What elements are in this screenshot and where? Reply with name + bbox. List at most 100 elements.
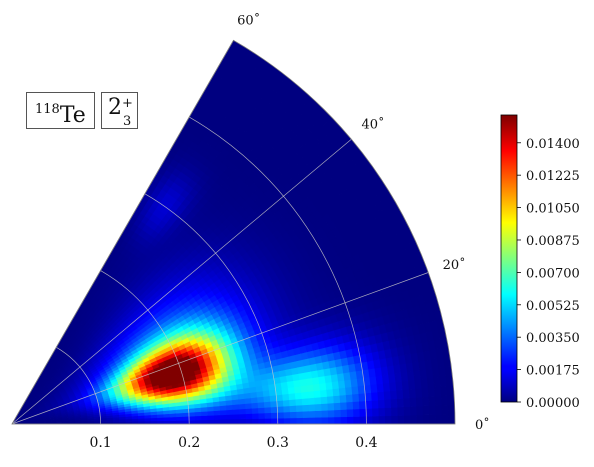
heat-cell bbox=[315, 416, 323, 425]
radial-tick-label: 0.3 bbox=[267, 435, 289, 451]
colorbar bbox=[500, 114, 518, 403]
heat-cell bbox=[289, 411, 298, 419]
heat-cell bbox=[357, 385, 366, 394]
colorbar-tick-label: 0.01225 bbox=[526, 169, 580, 184]
heat-cell bbox=[352, 400, 361, 410]
heat-cell bbox=[321, 409, 329, 418]
heat-cell bbox=[433, 376, 442, 388]
heat-cell bbox=[377, 391, 385, 401]
heat-cell bbox=[214, 414, 222, 420]
heat-cell bbox=[334, 416, 342, 425]
heat-cell bbox=[340, 401, 348, 410]
heat-cell bbox=[288, 392, 297, 401]
heat-cell bbox=[301, 397, 310, 406]
heat-cell bbox=[277, 411, 285, 419]
heat-cell bbox=[281, 387, 290, 395]
heat-cell bbox=[337, 379, 346, 389]
state-base: 2 bbox=[108, 95, 122, 120]
heat-cell bbox=[319, 382, 327, 391]
heat-cell bbox=[258, 418, 266, 425]
heat-cell bbox=[339, 394, 348, 403]
heat-cell bbox=[214, 419, 222, 425]
heat-cell bbox=[309, 417, 317, 425]
heat-cell bbox=[314, 403, 323, 412]
heat-cell bbox=[372, 407, 380, 417]
heat-cell bbox=[182, 419, 190, 425]
radial-tick-label: 0.4 bbox=[355, 435, 377, 451]
heat-cell bbox=[275, 394, 284, 402]
heat-cell bbox=[402, 388, 411, 399]
heat-cell bbox=[344, 379, 353, 388]
heat-cell bbox=[391, 406, 399, 417]
heat-cell bbox=[232, 408, 240, 415]
heat-cell bbox=[245, 407, 253, 415]
colorbar-tick-label: 0.00350 bbox=[526, 331, 580, 346]
heat-cell bbox=[238, 403, 246, 410]
heat-cell bbox=[429, 414, 437, 425]
heat-cell bbox=[340, 409, 348, 418]
angular-tick-label: 40˚ bbox=[361, 117, 384, 133]
nucleus-symbol: Te bbox=[59, 103, 86, 128]
heat-cell bbox=[390, 398, 398, 408]
heat-cell bbox=[320, 396, 329, 405]
heat-cell bbox=[302, 404, 310, 412]
heat-cell bbox=[232, 403, 240, 410]
heat-cell bbox=[195, 415, 203, 421]
heat-cell bbox=[415, 387, 423, 398]
heat-cell bbox=[283, 417, 291, 425]
heat-cell bbox=[358, 392, 366, 402]
state-subscript: 3 bbox=[123, 114, 132, 129]
heat-cell bbox=[295, 398, 303, 406]
state-label-box: 2 +3 bbox=[101, 92, 138, 129]
heat-cell bbox=[351, 385, 360, 395]
heat-cell bbox=[290, 417, 298, 425]
heat-cell bbox=[346, 408, 354, 417]
heat-cell bbox=[289, 398, 297, 407]
heat-cell bbox=[338, 387, 347, 396]
heat-cell bbox=[403, 414, 412, 425]
heat-cell bbox=[220, 409, 228, 416]
heat-cell bbox=[408, 379, 416, 390]
heat-cell bbox=[414, 378, 423, 390]
heat-cell bbox=[307, 397, 316, 405]
heat-cell bbox=[352, 393, 360, 402]
angular-tick-label: 0˚ bbox=[475, 417, 490, 433]
colorbar-tick-label: 0.00175 bbox=[526, 364, 580, 379]
heat-cell bbox=[446, 385, 455, 396]
heat-cell bbox=[176, 416, 184, 421]
heat-cell bbox=[370, 383, 378, 393]
nucleus-mass-number: 118 bbox=[35, 102, 60, 117]
colorbar-tick-label: 0.00700 bbox=[526, 266, 580, 281]
heat-cell bbox=[188, 419, 196, 425]
heat-cell bbox=[194, 411, 202, 417]
colorbar-tick-label: 0.01050 bbox=[526, 202, 580, 217]
heat-cell bbox=[421, 387, 430, 398]
heat-cell bbox=[144, 420, 152, 425]
heat-cell bbox=[328, 416, 336, 425]
colorbar-gradient bbox=[500, 114, 518, 403]
heat-cell bbox=[384, 407, 392, 417]
heat-cell bbox=[353, 408, 361, 417]
heat-cell bbox=[426, 377, 435, 388]
heat-cell bbox=[302, 417, 310, 425]
heat-cell bbox=[220, 418, 228, 425]
colorbar-tick-label: 0.00525 bbox=[526, 299, 580, 314]
heat-cell bbox=[326, 395, 335, 404]
heat-cell bbox=[271, 417, 279, 425]
heat-cell bbox=[244, 402, 253, 410]
heat-cell bbox=[382, 382, 391, 392]
heat-cell bbox=[233, 418, 241, 425]
heat-cell bbox=[283, 405, 291, 413]
heat-cell bbox=[422, 396, 430, 407]
heat-cell bbox=[289, 405, 297, 413]
heat-cell bbox=[226, 404, 234, 411]
heat-cell bbox=[420, 378, 429, 389]
heat-cell bbox=[226, 414, 234, 420]
heat-cell bbox=[435, 414, 443, 425]
heat-cell bbox=[251, 402, 259, 409]
heat-cell bbox=[416, 414, 424, 425]
heat-cell bbox=[213, 410, 221, 416]
heat-cell bbox=[163, 416, 171, 421]
heat-cell bbox=[294, 385, 302, 394]
heat-cell bbox=[312, 383, 321, 392]
